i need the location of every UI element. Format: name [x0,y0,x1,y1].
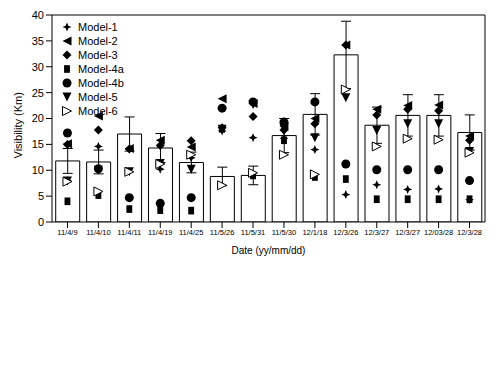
svg-text:0: 0 [38,216,44,228]
svg-text:25: 25 [32,87,44,99]
html-text:Model-3: Model-3 [78,49,118,61]
svg-text:12/3/27: 12/3/27 [364,228,389,237]
svg-text:11/4/9: 11/4/9 [57,228,77,237]
svg-text:12/3/27: 12/3/27 [395,228,420,237]
svg-text:11/4/10: 11/4/10 [86,228,110,237]
html-text:Model-4a: Model-4a [78,63,124,75]
svg-text:10: 10 [32,164,44,176]
html-text:Model-6: Model-6 [78,105,118,117]
svg-text:20: 20 [32,112,44,124]
svg-text:5: 5 [38,190,44,202]
svg-text:11/4/25: 11/4/25 [179,228,203,237]
svg-text:11/5/30: 11/5/30 [272,228,296,237]
html-text:Model-5: Model-5 [78,91,118,103]
html-text:Model-1: Model-1 [78,21,118,33]
svg-text:30: 30 [32,61,44,73]
svg-text:11/4/11: 11/4/11 [117,228,141,237]
svg-text:12/03/28: 12/03/28 [424,228,453,237]
svg-text:40: 40 [32,9,44,21]
html-text:Model-2: Model-2 [78,35,118,47]
svg-text:11/5/26: 11/5/26 [210,228,234,237]
svg-text:11/4/19: 11/4/19 [148,228,172,237]
svg-text:11/5/31: 11/5/31 [241,228,265,237]
svg-text:12/3/28: 12/3/28 [457,228,482,237]
svg-text:12/1/18: 12/1/18 [302,228,327,237]
svg-text:Date (yy/mm/dd): Date (yy/mm/dd) [232,245,306,256]
svg-text:35: 35 [32,35,44,47]
html-text:Model-4b: Model-4b [78,77,124,89]
svg-text:12/3/26: 12/3/26 [333,228,358,237]
svg-text:15: 15 [32,138,44,150]
svg-text:Visibility (Km): Visibility (Km) [12,92,24,158]
